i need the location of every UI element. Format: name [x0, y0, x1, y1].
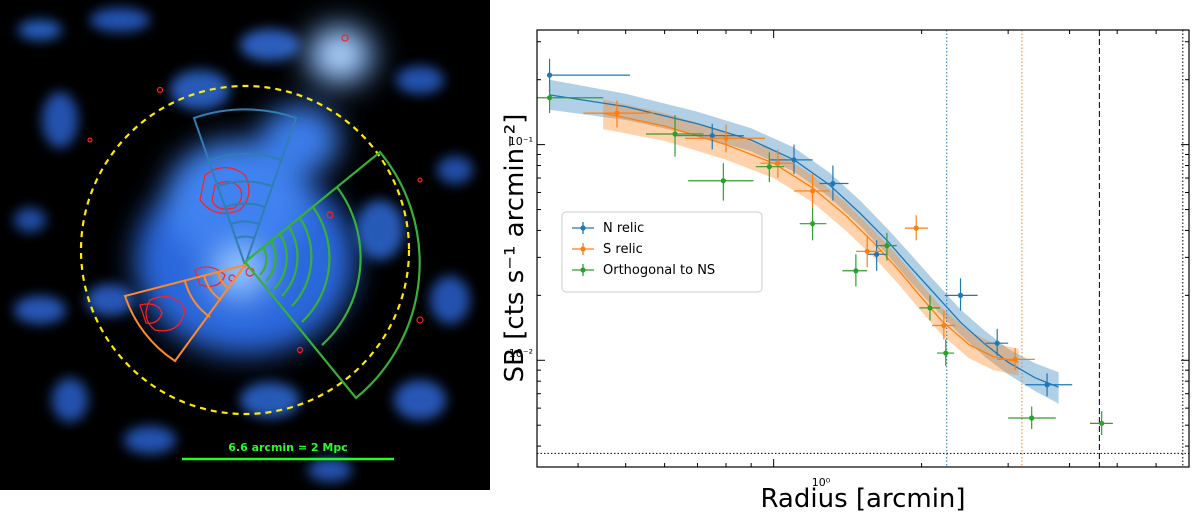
model-band-s-relic	[603, 99, 1019, 376]
data-point-orthogonal-to-ns-5	[842, 254, 868, 287]
data-marker	[853, 268, 859, 274]
data-point-s-relic-2	[760, 149, 794, 179]
x-axis-label: Radius [arcmin]	[760, 484, 965, 514]
data-point-s-relic-6	[932, 310, 956, 340]
legend-label-orthogonal: Orthogonal to NS	[603, 263, 715, 278]
data-point-orthogonal-to-ns-2	[688, 163, 754, 201]
data-marker	[546, 95, 553, 101]
data-marker	[913, 225, 919, 231]
data-point-orthogonal-to-ns-10	[1089, 411, 1113, 436]
legend-label-n-relic: N relic	[603, 221, 644, 236]
axis-ticks	[537, 30, 1189, 467]
xray-image-panel: 6.6 arcmin = 2 Mpc	[0, 0, 490, 490]
data-point-s-relic-7	[997, 348, 1035, 371]
data-marker	[791, 157, 797, 163]
data-point-orthogonal-to-ns-7	[919, 295, 940, 321]
data-marker	[672, 131, 678, 137]
data-point-orthogonal-to-ns-9	[1008, 406, 1056, 430]
data-points	[537, 58, 1113, 436]
legend-entry-s-relic: S relic	[572, 242, 643, 257]
data-marker	[884, 243, 890, 249]
data-point-n-relic-1	[675, 123, 744, 150]
legend-entry-n-relic: N relic	[572, 221, 644, 236]
data-marker	[809, 221, 816, 227]
data-point-n-relic-7	[1025, 373, 1073, 397]
y-tick-label-0p01: 10⁻²	[509, 347, 533, 360]
model-band-n-relic	[549, 79, 1059, 404]
data-point-orthogonal-to-ns-8	[937, 339, 955, 367]
legend-label-s-relic: S relic	[603, 242, 643, 257]
data-point-n-relic-6	[985, 328, 1009, 356]
model-bands	[549, 79, 1059, 404]
plot-frame	[536, 29, 1190, 468]
series-orthogonal-to-ns	[537, 84, 1113, 436]
reference-lines	[537, 30, 1189, 467]
noise-emission	[14, 8, 473, 482]
data-marker	[941, 322, 947, 329]
south-sector	[123, 263, 248, 363]
data-marker	[994, 340, 1000, 346]
chart-svg: 10⁰ 10⁻¹ 10⁻² Radius [arcmin] SB [cts s⁻…	[500, 29, 1190, 514]
radio-contours	[87, 34, 424, 354]
data-marker	[1029, 415, 1035, 421]
data-marker	[809, 188, 816, 194]
north-sector	[192, 108, 298, 269]
x-tick-label-1: 10⁰	[812, 476, 831, 489]
data-point-s-relic-4	[855, 235, 882, 268]
cluster-emission	[135, 15, 385, 355]
data-marker	[766, 164, 772, 170]
data-marker	[614, 110, 620, 116]
data-point-s-relic-3	[793, 174, 830, 208]
data-point-orthogonal-to-ns-3	[755, 152, 785, 183]
data-marker	[864, 248, 870, 254]
xray-image: 6.6 arcmin = 2 Mpc	[0, 0, 490, 490]
data-point-s-relic-5	[904, 215, 928, 241]
data-marker	[709, 133, 715, 139]
data-point-s-relic-1	[684, 124, 765, 153]
data-marker	[943, 350, 949, 356]
data-marker	[723, 135, 729, 141]
data-point-orthogonal-to-ns-6	[876, 232, 897, 261]
series-s-relic	[583, 100, 1035, 371]
legend-entry-orthogonal: Orthogonal to NS	[572, 263, 715, 278]
orthogonal-sector	[243, 150, 421, 400]
data-point-orthogonal-to-ns-0	[537, 84, 604, 114]
data-marker	[1099, 420, 1105, 426]
data-point-s-relic-0	[583, 100, 654, 128]
data-point-n-relic-3	[819, 165, 849, 201]
data-marker	[957, 292, 964, 298]
data-marker	[775, 160, 781, 166]
scale-bar-label: 6.6 arcmin = 2 Mpc	[228, 441, 347, 454]
data-point-orthogonal-to-ns-1	[646, 115, 704, 157]
data-marker	[874, 251, 880, 257]
data-point-orthogonal-to-ns-4	[799, 207, 827, 241]
y-axis-label: SB [cts s⁻¹ arcmin⁻²]	[500, 114, 530, 383]
data-marker	[927, 305, 933, 311]
data-marker	[1012, 356, 1018, 362]
data-point-n-relic-5	[944, 278, 978, 311]
data-marker	[1044, 382, 1050, 388]
legend: N relic S relic Orthogonal to NS	[561, 211, 763, 293]
data-point-n-relic-2	[769, 144, 813, 175]
sb-profile-chart: 10⁰ 10⁻¹ 10⁻² Radius [arcmin] SB [cts s⁻…	[490, 0, 1200, 514]
data-marker	[720, 178, 726, 184]
data-marker	[546, 72, 553, 78]
r500-circle	[79, 84, 411, 416]
legend-box	[561, 211, 763, 293]
data-marker	[830, 180, 836, 187]
y-tick-label-0p1: 10⁻¹	[509, 135, 533, 148]
